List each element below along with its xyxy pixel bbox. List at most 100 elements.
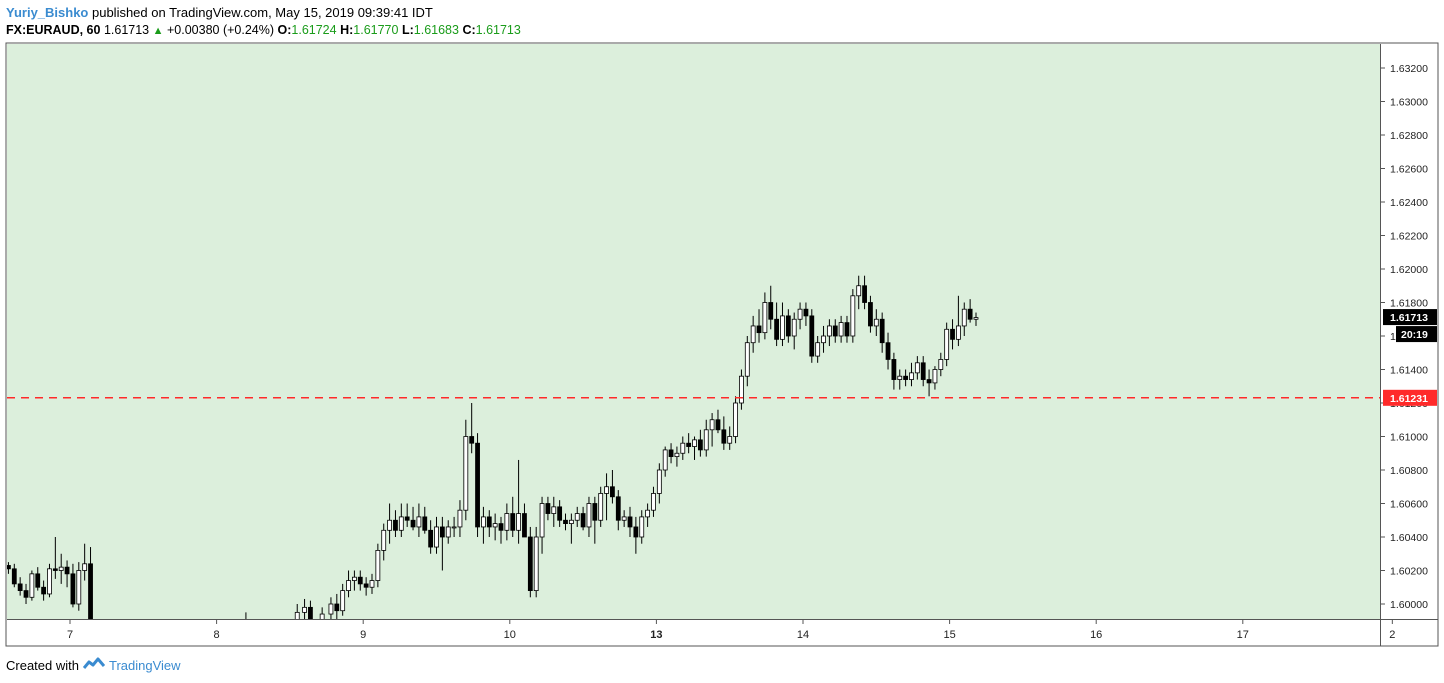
candle-body <box>604 486 609 494</box>
candle-body <box>486 516 492 528</box>
drawings[interactable] <box>7 170 1444 399</box>
price-tick-label: 1.62000 <box>1390 264 1428 276</box>
candle-body <box>357 576 363 585</box>
tradingview-logo-icon <box>82 657 106 674</box>
candle-body <box>944 328 950 360</box>
time-tick-label: 2 <box>1389 629 1395 641</box>
candle-body <box>739 375 744 404</box>
time-tick-label: 10 <box>504 629 516 641</box>
last-price: 1.61713 <box>103 23 150 37</box>
candle-body <box>891 359 897 380</box>
candle-body <box>592 503 598 521</box>
candle-body <box>920 362 926 380</box>
countdown-tag-text: 20:19 <box>1401 329 1428 341</box>
candle-body <box>522 513 527 538</box>
candle-body <box>821 335 826 344</box>
price-tick-label: 1.62600 <box>1390 164 1428 176</box>
candle-body <box>563 519 568 524</box>
candle-body <box>744 342 750 377</box>
candle-body <box>656 469 662 494</box>
candle-body <box>498 523 504 531</box>
symbol-label[interactable]: FX:EURAUD, 60 <box>6 23 101 37</box>
candle-body <box>586 503 592 528</box>
tradingview-brand[interactable]: TradingView <box>108 658 181 673</box>
candle-body <box>369 580 375 588</box>
candle-body <box>319 613 325 619</box>
candle-body <box>244 621 248 629</box>
candle-body <box>88 563 93 619</box>
candle-body <box>850 295 856 337</box>
support-price-tag <box>1383 389 1437 406</box>
candle-body <box>504 513 510 531</box>
candle-body <box>545 503 551 514</box>
candle-body <box>639 516 645 538</box>
candle-body <box>428 529 434 548</box>
candle-body <box>750 325 756 344</box>
candle-body <box>527 536 533 591</box>
plot-area[interactable] <box>7 44 1380 619</box>
candle-body <box>568 519 574 524</box>
candle-body <box>302 606 307 613</box>
candle-body <box>633 526 639 538</box>
candle-body <box>627 516 633 528</box>
candle-body <box>29 573 35 598</box>
candle-body <box>809 315 815 357</box>
candle-body <box>756 325 762 334</box>
candle-body <box>481 516 486 528</box>
candle-body <box>352 576 357 581</box>
candle-body <box>533 536 539 591</box>
candle-body <box>885 342 891 360</box>
candle-body <box>645 509 651 518</box>
time-tick-label: 8 <box>214 629 220 641</box>
candle-body <box>340 590 346 612</box>
candle-body <box>510 513 516 531</box>
candle-body <box>955 325 961 340</box>
candle-body <box>404 516 410 521</box>
low-value: 1.61683 <box>413 23 459 37</box>
candle-body <box>387 519 392 531</box>
candle-body <box>826 325 832 337</box>
candle-body <box>398 516 404 531</box>
candle-body <box>686 442 692 447</box>
published-text: published on TradingView.com, May 15, 20… <box>88 5 433 20</box>
price-tick-label: 1.62400 <box>1390 197 1428 209</box>
candle-body <box>768 302 774 320</box>
candle-body <box>727 436 733 444</box>
last-price-tag-text: 1.61713 <box>1390 312 1428 324</box>
candle-body <box>862 285 867 303</box>
chart-frame <box>5 42 1439 647</box>
candle-body <box>328 603 334 615</box>
footer: Created with TradingView <box>6 657 181 674</box>
candle-body <box>803 308 809 317</box>
candle-body <box>11 568 17 585</box>
candle-body <box>574 513 580 521</box>
high-value: 1.61770 <box>353 23 399 37</box>
price-tick-label: 1.60800 <box>1390 465 1428 477</box>
time-tick-label: 14 <box>797 629 809 641</box>
candle-body <box>621 516 627 521</box>
candle-body <box>914 362 920 374</box>
price-tick-label: 1.61800 <box>1390 298 1428 310</box>
author-link[interactable]: Yuriy_Bishko <box>6 5 89 20</box>
open-label: O: <box>277 23 292 37</box>
price-tick-label: 1.61000 <box>1390 432 1428 444</box>
candle-body <box>7 565 11 570</box>
candle-body <box>680 442 686 454</box>
time-axis[interactable]: 7 8 9 10 13 14 15 16 17 2 <box>67 619 1395 641</box>
axis-price-labels: 1.61713 20:19 1.61231 <box>1383 309 1437 406</box>
candle-body <box>791 318 797 337</box>
candle-body <box>52 568 58 571</box>
candle-body <box>375 550 381 581</box>
price-change: +0.00380 (+0.24%) <box>167 23 275 37</box>
price-tick-label: 1.60400 <box>1390 532 1428 544</box>
candle-body <box>709 419 715 431</box>
candle-body <box>23 590 29 598</box>
candle-body <box>844 322 850 337</box>
candle-body <box>47 568 52 595</box>
symbol-legend: FX:EURAUD, 60 1.61713 ▲ +0.00380 (+0.24%… <box>6 23 521 37</box>
candle-body <box>733 402 738 437</box>
candles <box>7 275 979 629</box>
candle-body <box>492 523 498 528</box>
candle-body <box>662 449 668 471</box>
